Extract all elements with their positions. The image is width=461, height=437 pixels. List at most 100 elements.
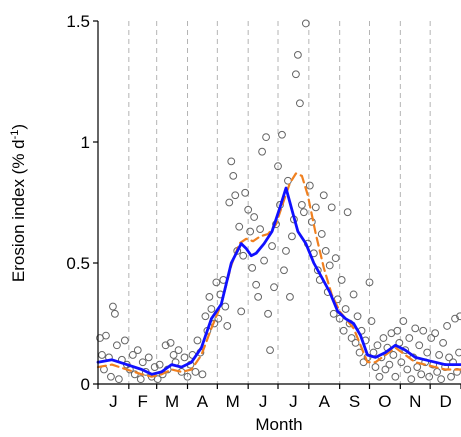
data-point bbox=[235, 222, 244, 231]
data-point bbox=[305, 181, 314, 190]
data-point bbox=[445, 353, 453, 362]
y-tick-label: 1 bbox=[81, 133, 90, 152]
data-point bbox=[389, 351, 398, 359]
data-point bbox=[405, 334, 414, 342]
data-point bbox=[373, 341, 382, 350]
y-axis-ticks: 0 0.5 1 1.5 bbox=[66, 12, 98, 394]
data-point bbox=[367, 317, 376, 325]
data-point bbox=[327, 203, 336, 212]
data-point bbox=[299, 208, 308, 217]
y-tick-label: 0.5 bbox=[66, 254, 90, 273]
data-point bbox=[347, 334, 356, 342]
data-point bbox=[319, 191, 328, 200]
solid-trend-line bbox=[96, 186, 461, 376]
data-point bbox=[391, 372, 400, 381]
data-point bbox=[258, 147, 266, 156]
data-point bbox=[313, 266, 322, 275]
data-point bbox=[349, 290, 358, 299]
data-point bbox=[393, 326, 402, 335]
data-point bbox=[223, 322, 232, 330]
data-point bbox=[417, 370, 426, 379]
data-point bbox=[136, 375, 145, 384]
data-point bbox=[225, 198, 234, 207]
x-tick-label: M bbox=[226, 392, 240, 411]
trend-lines bbox=[96, 172, 461, 378]
x-tick-label: N bbox=[409, 392, 421, 411]
y-axis-title: Erosion index (% d-1) bbox=[9, 124, 28, 282]
data-point bbox=[221, 302, 230, 311]
data-point bbox=[250, 213, 259, 221]
data-point bbox=[229, 171, 238, 180]
x-tick-label: O bbox=[378, 392, 391, 411]
data-point bbox=[385, 360, 394, 369]
data-point bbox=[337, 276, 346, 284]
x-tick-label: A bbox=[197, 392, 209, 411]
data-point bbox=[264, 309, 272, 318]
data-point bbox=[212, 278, 221, 287]
data-point bbox=[183, 372, 192, 381]
data-point bbox=[397, 358, 406, 367]
data-point bbox=[144, 353, 153, 362]
data-point bbox=[262, 133, 270, 142]
data-point bbox=[455, 348, 461, 357]
data-point bbox=[447, 372, 455, 381]
data-point bbox=[427, 334, 436, 342]
data-point bbox=[351, 338, 360, 347]
data-point bbox=[341, 305, 350, 313]
dashed-trend-line bbox=[96, 172, 461, 378]
x-tick-label: J bbox=[259, 392, 268, 411]
data-point bbox=[227, 157, 236, 166]
data-point bbox=[286, 292, 294, 301]
data-point bbox=[150, 363, 159, 371]
data-point bbox=[111, 309, 119, 318]
x-tick-label: D bbox=[439, 392, 451, 411]
data-point bbox=[325, 261, 334, 270]
data-point bbox=[241, 188, 250, 197]
x-tick-label: M bbox=[165, 392, 179, 411]
data-point bbox=[423, 348, 432, 357]
data-point bbox=[193, 336, 202, 345]
data-point bbox=[231, 191, 240, 200]
data-point bbox=[248, 263, 257, 272]
data-point bbox=[435, 351, 444, 359]
data-point bbox=[353, 312, 362, 321]
data-point bbox=[256, 225, 265, 234]
data-point bbox=[109, 302, 117, 311]
data-point bbox=[371, 363, 380, 371]
data-point bbox=[399, 317, 408, 325]
data-point bbox=[282, 247, 290, 255]
data-point bbox=[339, 326, 348, 335]
data-point bbox=[174, 346, 183, 355]
x-tick-label: J bbox=[109, 392, 118, 411]
data-point bbox=[280, 266, 288, 275]
data-point bbox=[107, 372, 115, 381]
data-point bbox=[419, 326, 428, 335]
data-point bbox=[301, 19, 310, 28]
data-point bbox=[381, 365, 390, 374]
data-point bbox=[311, 203, 320, 212]
data-point bbox=[155, 360, 164, 369]
data-point bbox=[317, 230, 326, 238]
data-point bbox=[401, 346, 410, 355]
data-point bbox=[207, 305, 216, 313]
data-point bbox=[166, 338, 175, 347]
x-tick-label: J bbox=[289, 392, 298, 411]
data-point bbox=[266, 346, 274, 355]
data-point bbox=[237, 307, 246, 316]
y-axis-title-main: Erosion index (% d bbox=[9, 139, 28, 282]
data-point bbox=[120, 336, 129, 345]
data-point bbox=[425, 372, 434, 381]
y-axis-title-close: ) bbox=[9, 124, 28, 130]
data-point bbox=[102, 331, 110, 340]
data-point bbox=[254, 292, 263, 301]
data-point bbox=[138, 358, 147, 367]
data-point bbox=[268, 242, 276, 250]
x-tick-label: S bbox=[349, 392, 360, 411]
data-point bbox=[244, 205, 253, 214]
data-point bbox=[114, 375, 123, 384]
data-point bbox=[331, 254, 340, 263]
data-point bbox=[191, 368, 200, 376]
data-point bbox=[443, 322, 451, 330]
